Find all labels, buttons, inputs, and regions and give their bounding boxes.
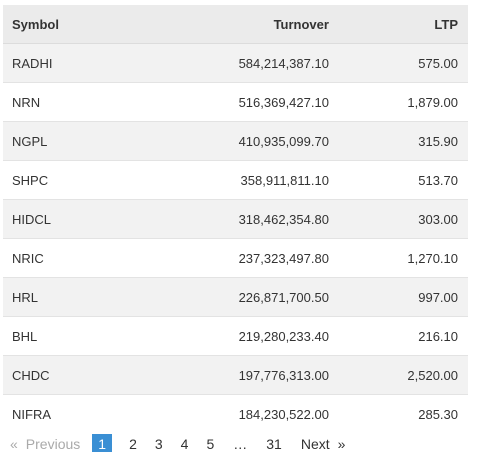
next-arrow-icon[interactable]: » [337, 436, 346, 452]
column-header-turnover[interactable]: Turnover [133, 5, 333, 44]
table-header-row: Symbol Turnover LTP [3, 5, 468, 44]
page-1-button[interactable]: 1 [92, 434, 113, 452]
cell-symbol: CHDC [3, 355, 134, 395]
cell-symbol: SHPC [3, 160, 134, 200]
table-row[interactable]: CHDC 197,776,313.00 2,520.00 [3, 355, 468, 395]
table-row[interactable]: NGPL 410,935,099.70 315.90 [3, 121, 468, 161]
cell-turnover: 219,280,233.40 [133, 316, 333, 356]
cell-symbol: NIFRA [3, 394, 134, 433]
cell-turnover: 516,369,427.10 [133, 82, 333, 122]
previous-button[interactable]: Previous [25, 436, 81, 452]
cell-ltp: 1,879.00 [332, 82, 468, 122]
previous-arrow-icon[interactable]: « [10, 436, 18, 452]
cell-symbol: NGPL [3, 121, 134, 161]
cell-ltp: 315.90 [332, 121, 468, 161]
cell-turnover: 226,871,700.50 [133, 277, 333, 317]
cell-ltp: 575.00 [332, 43, 468, 83]
cell-ltp: 1,270.10 [332, 238, 468, 278]
cell-symbol: HRL [3, 277, 134, 317]
table-row[interactable]: NIFRA 184,230,522.00 285.30 [3, 394, 468, 433]
column-header-symbol[interactable]: Symbol [3, 5, 134, 44]
page-2-button[interactable]: 2 [129, 436, 137, 452]
cell-ltp: 2,520.00 [332, 355, 468, 395]
table-row[interactable]: NRIC 237,323,497.80 1,270.10 [3, 238, 468, 278]
cell-ltp: 997.00 [332, 277, 468, 317]
cell-symbol: NRIC [3, 238, 134, 278]
cell-symbol: HIDCL [3, 199, 134, 239]
cell-ltp: 216.10 [332, 316, 468, 356]
table-row[interactable]: HIDCL 318,462,354.80 303.00 [3, 199, 468, 239]
next-button[interactable]: Next [300, 436, 330, 452]
cell-turnover: 184,230,522.00 [133, 394, 333, 433]
column-header-ltp[interactable]: LTP [332, 5, 468, 44]
turnover-table: Symbol Turnover LTP RADHI 584,214,387.10 5… [3, 5, 468, 433]
cell-turnover: 584,214,387.10 [133, 43, 333, 83]
pagination-ellipsis: … [233, 436, 248, 452]
table-row[interactable]: HRL 226,871,700.50 997.00 [3, 277, 468, 317]
cell-turnover: 237,323,497.80 [133, 238, 333, 278]
cell-symbol: NRN [3, 82, 134, 122]
table-row[interactable]: SHPC 358,911,811.10 513.70 [3, 160, 468, 200]
cell-turnover: 197,776,313.00 [133, 355, 333, 395]
cell-turnover: 410,935,099.70 [133, 121, 333, 161]
table-row[interactable]: RADHI 584,214,387.10 575.00 [3, 43, 468, 83]
cell-turnover: 318,462,354.80 [133, 199, 333, 239]
cell-symbol: RADHI [3, 43, 134, 83]
cell-symbol: BHL [3, 316, 134, 356]
cell-ltp: 513.70 [332, 160, 468, 200]
page-last-button[interactable]: 31 [266, 436, 282, 452]
table-body: RADHI 584,214,387.10 575.00 NRN 516,369,427.… [3, 43, 468, 433]
table-row[interactable]: NRN 516,369,427.10 1,879.00 [3, 82, 468, 122]
page-4-button[interactable]: 4 [180, 436, 189, 452]
table-row[interactable]: BHL 219,280,233.40 216.10 [3, 316, 468, 356]
page-3-button[interactable]: 3 [154, 436, 163, 452]
pagination: « Previous 1 2 3 4 5 … 31 Next » [0, 433, 345, 452]
cell-ltp: 303.00 [332, 199, 468, 239]
cell-ltp: 285.30 [332, 394, 468, 433]
page-5-button[interactable]: 5 [206, 436, 215, 452]
cell-turnover: 358,911,811.10 [133, 160, 333, 200]
